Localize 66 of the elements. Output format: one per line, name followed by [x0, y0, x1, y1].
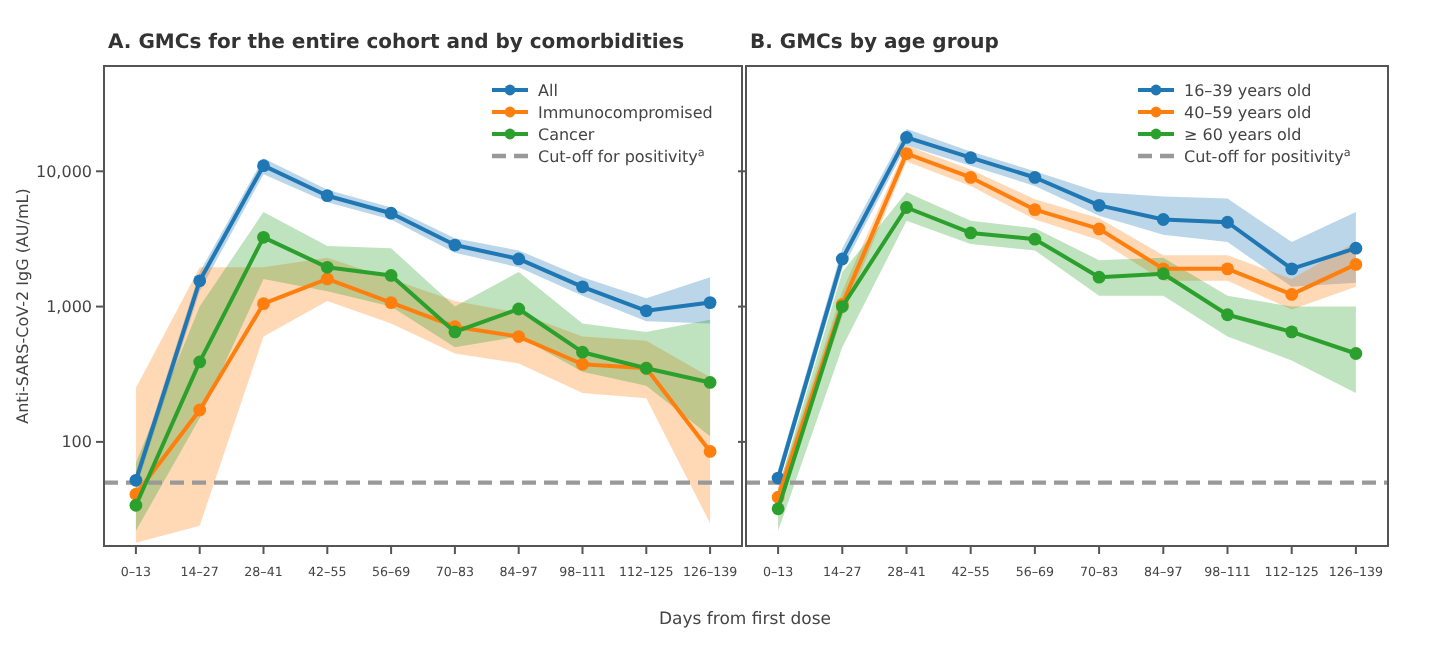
point — [1221, 262, 1234, 276]
point — [639, 304, 653, 318]
point — [384, 296, 398, 310]
point — [193, 355, 207, 369]
legend-label: All — [538, 81, 558, 100]
point — [512, 252, 526, 266]
point — [512, 302, 526, 316]
x-axis-title: Days from first dose — [659, 610, 831, 630]
point — [257, 297, 270, 311]
point — [703, 296, 717, 310]
point — [964, 226, 978, 240]
legend-label: Cut-off for positivity$^{a}$ — [1184, 147, 1351, 166]
point — [193, 403, 207, 417]
point — [703, 376, 717, 389]
point — [1221, 215, 1234, 229]
point — [1156, 213, 1170, 226]
point — [1285, 325, 1299, 339]
point — [835, 252, 849, 266]
point — [1092, 198, 1106, 212]
point — [1028, 203, 1042, 217]
point — [1092, 222, 1106, 236]
point — [320, 189, 334, 203]
point — [448, 325, 462, 339]
point — [320, 260, 334, 274]
point — [1349, 347, 1363, 360]
y-tick-label: 1,000 — [46, 298, 92, 317]
point — [703, 445, 717, 458]
point — [964, 151, 978, 165]
point — [771, 502, 785, 516]
point — [576, 345, 589, 359]
legend-label: 16–39 years old — [1184, 81, 1312, 100]
point — [129, 498, 143, 512]
point — [384, 206, 398, 220]
point — [900, 131, 913, 144]
legend-label: 40–59 years old — [1184, 103, 1312, 122]
point — [964, 171, 978, 184]
point — [512, 330, 526, 343]
point — [576, 357, 589, 371]
point — [129, 473, 143, 487]
chart-title: A. GMCs for the entire cohort and by comorbidities — [108, 32, 685, 54]
point — [1028, 232, 1042, 246]
point — [900, 201, 913, 214]
point — [384, 269, 398, 282]
point — [1028, 171, 1042, 184]
chart-title: B. GMCs by age group — [750, 32, 999, 54]
point — [1221, 308, 1234, 322]
point — [193, 274, 207, 288]
legend-label: Cut-off for positivity$^{a}$ — [538, 147, 705, 166]
point — [1092, 270, 1106, 284]
legend-label: Cancer — [538, 125, 596, 144]
point — [1156, 267, 1170, 281]
point — [448, 238, 462, 252]
y-tick-label: 10,000 — [36, 162, 92, 181]
point — [257, 159, 270, 173]
y-tick-label: 100 — [61, 433, 92, 452]
y-axis-title: Anti-SARS-CoV-2 IgG (AU/mL) — [14, 188, 32, 424]
point — [1349, 258, 1363, 271]
point — [320, 272, 334, 286]
legend-label: Immunocompromised — [538, 103, 713, 122]
point — [576, 280, 589, 294]
point — [1349, 241, 1363, 255]
legend-label: ≥ 60 years old — [1184, 125, 1302, 144]
point — [257, 230, 270, 244]
point — [900, 147, 913, 161]
point — [1285, 262, 1299, 276]
point — [1285, 288, 1299, 301]
